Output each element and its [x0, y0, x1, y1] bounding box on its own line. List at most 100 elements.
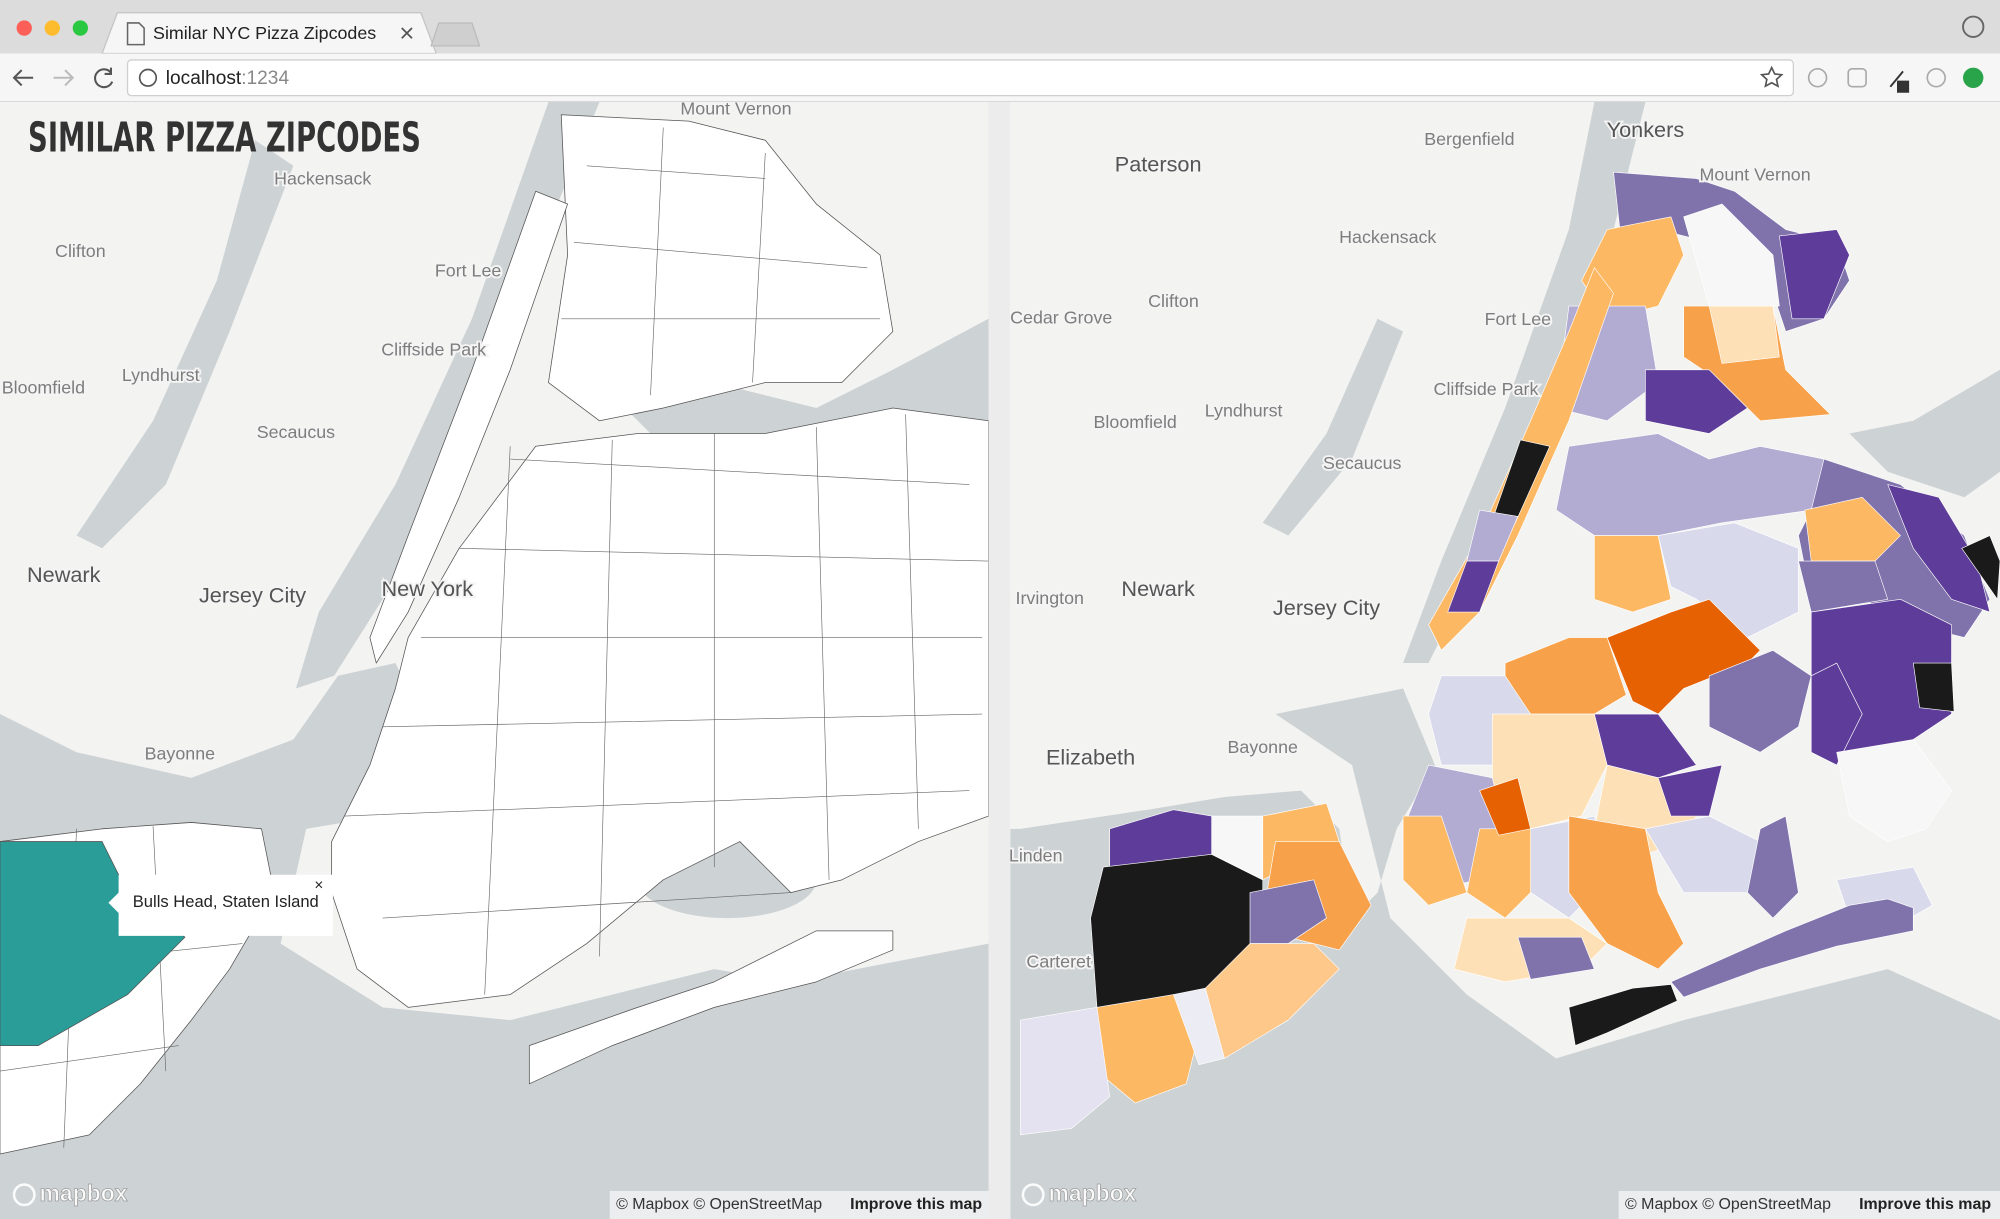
mapbox-logo[interactable]: mapbox — [39, 1179, 128, 1206]
map-label: Fort Lee — [435, 260, 502, 280]
zipcode[interactable] — [1804, 496, 1901, 562]
manhattan-zipcodes[interactable] — [369, 190, 568, 664]
hudson-river — [1403, 102, 1646, 664]
zipcode[interactable] — [1657, 522, 1799, 638]
extension-icon[interactable] — [1889, 70, 1910, 93]
zipcode[interactable] — [1912, 662, 1955, 712]
forward-button[interactable] — [53, 69, 75, 87]
close-window[interactable] — [16, 20, 32, 36]
selected-zipcode[interactable] — [0, 841, 186, 1046]
tab-icon — [126, 22, 145, 46]
map-label: Yonkers — [1607, 117, 1685, 142]
map-label: Lyndhurst — [1205, 401, 1283, 421]
page-title: SIMILAR PIZZA ZIPCODES — [28, 113, 421, 161]
zipcode[interactable] — [1798, 560, 1889, 613]
map-label: Irvington — [1016, 588, 1084, 608]
right-map[interactable]: Yonkers Bergenfield Paterson Mount Verno… — [1009, 102, 2000, 1219]
map-label: Paterson — [1115, 152, 1202, 177]
zipcode[interactable] — [1708, 305, 1780, 364]
improve-map-link[interactable]: Improve this map — [850, 1196, 982, 1213]
extension-icon[interactable] — [1807, 68, 1828, 88]
bronx-zipcodes[interactable] — [548, 114, 894, 422]
attribution-box — [1618, 1190, 2000, 1219]
zipcode[interactable] — [1517, 936, 1595, 980]
minimize-window[interactable] — [44, 20, 60, 36]
map-label: Clifton — [1148, 291, 1199, 311]
zipcode[interactable] — [1447, 560, 1500, 613]
map-label: Cedar Grove — [1010, 307, 1112, 327]
popup — [108, 874, 333, 936]
sound — [1849, 369, 2000, 498]
map-label: Hackensack — [274, 169, 371, 189]
zipcode[interactable] — [1887, 484, 1991, 613]
zipcode[interactable] — [1810, 662, 1863, 766]
url[interactable]: localhost:1234 — [166, 68, 290, 89]
zipcode-choropleth[interactable] — [1020, 171, 2000, 1136]
mapbox-logo[interactable]: mapbox — [1048, 1179, 1137, 1206]
map-label: Bergenfield — [1424, 129, 1514, 149]
zipcode[interactable] — [1645, 369, 1748, 434]
map-label: Fort Lee — [1485, 309, 1552, 329]
attribution[interactable]: © Mapbox © OpenStreetMap — [1625, 1196, 1831, 1213]
map-label: Hackensack — [1339, 227, 1436, 247]
zipcode[interactable] — [1594, 713, 1697, 779]
map-label: Newark — [27, 562, 101, 587]
zipcode[interactable] — [1683, 203, 1780, 307]
bay — [0, 663, 989, 1219]
zipcode[interactable] — [1779, 229, 1850, 320]
map-label: Bloomfield — [2, 378, 85, 398]
improve-map-link[interactable]: Improve this map — [1859, 1196, 1991, 1213]
map-label: Mount Vernon — [680, 98, 791, 118]
zipcode[interactable] — [1670, 898, 1914, 998]
map-label: Lyndhurst — [122, 365, 200, 385]
map-label: Newark — [1121, 576, 1195, 601]
map-label: Secaucus — [257, 422, 335, 442]
zipcode[interactable] — [1173, 987, 1225, 1066]
rockaway-zipcodes[interactable] — [528, 930, 894, 1085]
zipcode[interactable] — [1747, 815, 1799, 919]
river — [76, 140, 294, 549]
back-button[interactable] — [12, 69, 34, 87]
popup-close[interactable]: × — [314, 877, 323, 894]
address-bar[interactable] — [126, 59, 1795, 97]
map-label: Linden — [1009, 846, 1063, 866]
site-info-icon[interactable] — [138, 68, 158, 87]
map-label: Bloomfield — [1094, 412, 1177, 432]
map-label: Jersey City — [199, 582, 306, 607]
zipcode[interactable] — [1836, 739, 1952, 842]
bookmark-star[interactable] — [1759, 65, 1784, 88]
zipcode[interactable] — [1568, 984, 1678, 1046]
new-tab[interactable] — [430, 22, 481, 47]
extension-icon[interactable] — [1847, 68, 1867, 88]
mapbox-logo-icon — [1021, 1183, 1045, 1207]
reload-button[interactable] — [94, 67, 114, 89]
zipcode[interactable] — [1020, 1007, 1111, 1136]
attribution-box — [609, 1190, 989, 1219]
extension-icon[interactable] — [1926, 68, 1946, 88]
mapbox-logo-icon — [12, 1183, 36, 1207]
map-label: Clifton — [55, 241, 106, 261]
tab-title: Similar NYC Pizza Zipcodes — [153, 23, 376, 43]
profile-icon[interactable] — [1962, 15, 1985, 38]
map-label: Cliffside Park — [1434, 379, 1539, 399]
map-label: Elizabeth — [1046, 744, 1135, 769]
zipcode[interactable] — [1402, 815, 1468, 906]
zipcode[interactable] — [1249, 879, 1327, 944]
zipcode[interactable] — [1708, 649, 1812, 753]
queens-brooklyn-zipcodes[interactable] — [331, 407, 989, 1008]
zipcode[interactable] — [1961, 535, 2000, 600]
map-label: Carteret — [1026, 951, 1091, 971]
zipcode[interactable] — [1594, 535, 1672, 613]
left-map[interactable]: Mount Vernon Hackensack Clifton Fort Lee… — [0, 98, 989, 1219]
map-label: Mount Vernon — [1700, 165, 1811, 185]
popup-text: Bulls Head, Staten Island — [133, 892, 319, 911]
map-label: Secaucus — [1323, 453, 1401, 473]
maximize-window[interactable] — [72, 20, 89, 36]
map-label: Cliffside Park — [381, 339, 486, 359]
map-label: Bayonne — [145, 744, 216, 764]
extension-icon[interactable] — [1963, 67, 1984, 88]
tab-close[interactable] — [401, 27, 413, 39]
attribution[interactable]: © Mapbox © OpenStreetMap — [616, 1196, 822, 1213]
zipcode[interactable] — [1568, 815, 1684, 970]
